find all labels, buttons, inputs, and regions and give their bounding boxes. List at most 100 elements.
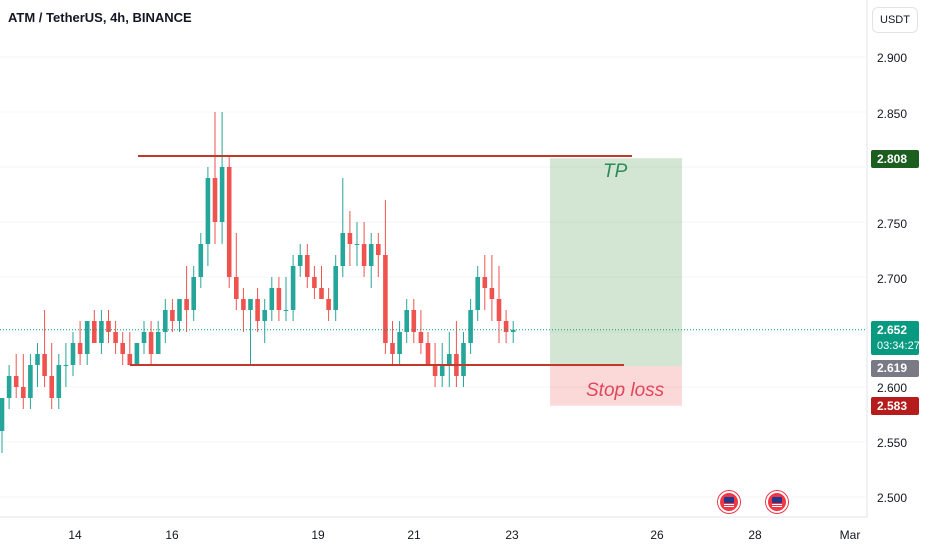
candle-body: [390, 343, 395, 354]
candle-body: [163, 310, 168, 332]
candle-body: [148, 332, 154, 354]
candle-body: [347, 233, 353, 244]
take-profit-zone: [550, 158, 682, 367]
candle-body: [368, 244, 374, 266]
chart-grid: [0, 0, 868, 518]
candle-body: [425, 343, 431, 365]
candle-body: [361, 244, 367, 266]
candle-body: [219, 167, 225, 222]
y-tick: 2.700: [877, 272, 908, 286]
x-tick: 19: [311, 528, 325, 542]
y-tick: 2.550: [877, 436, 908, 450]
y-tick: 2.600: [877, 381, 908, 395]
candle-body: [461, 343, 466, 376]
stop-price-badge: 2.583: [871, 397, 919, 415]
stop-loss-label: Stop loss: [586, 380, 665, 401]
x-tick: 14: [68, 528, 82, 542]
currency-button[interactable]: USDT: [872, 7, 918, 33]
level-lines: [0, 155, 867, 366]
entry-price-badge: 2.619: [871, 360, 919, 377]
candle-body: [70, 343, 76, 365]
candle-body: [489, 288, 495, 299]
candle-body: [297, 255, 303, 266]
candle-body: [35, 354, 40, 365]
candle-body: [383, 255, 388, 343]
candle-body: [248, 299, 253, 310]
candle-body: [226, 167, 232, 277]
candle-body: [28, 365, 33, 398]
candle-body: [120, 343, 125, 354]
candle-body: [404, 310, 409, 332]
symbol-title[interactable]: ATM / TetherUS, 4h, BINANCE: [8, 10, 192, 25]
y-tick: 2.500: [877, 491, 908, 505]
candle-body: [49, 376, 54, 398]
candle-body: [21, 387, 26, 398]
candle-body: [340, 233, 346, 266]
candle-body: [319, 288, 324, 299]
candle-body: [241, 299, 246, 310]
candle-body: [56, 365, 62, 398]
candle-body: [134, 343, 140, 365]
candle-body: [212, 178, 218, 222]
x-tick: 28: [748, 528, 762, 542]
candle-body: [262, 310, 267, 321]
candle-body: [468, 310, 473, 343]
candle-body: [63, 365, 69, 366]
candle-body: [205, 178, 211, 244]
candle-body: [155, 332, 161, 354]
candle-body: [482, 277, 488, 288]
candle-body: [255, 299, 260, 321]
candle-body: [113, 332, 118, 343]
candle-body: [312, 277, 317, 288]
x-tick: 26: [650, 528, 664, 542]
candle-body: [198, 244, 204, 277]
candle-body: [326, 299, 331, 310]
candle-body: [127, 354, 133, 365]
candle-body: [92, 321, 97, 343]
x-tick: Mar: [839, 528, 861, 542]
candle-body: [234, 277, 239, 299]
candle-body: [305, 255, 310, 277]
candle-body: [510, 329, 516, 332]
candle-body: [42, 354, 47, 376]
candle-body: [99, 321, 104, 343]
candle-body: [354, 244, 360, 245]
candle-body: [397, 332, 402, 354]
y-tick: 2.750: [877, 217, 908, 231]
candle-body: [447, 354, 452, 365]
candle-body: [0, 398, 5, 431]
candle-body: [106, 321, 111, 332]
y-tick: 2.900: [877, 51, 908, 65]
candle-body: [141, 332, 147, 343]
x-tick: 21: [407, 528, 421, 542]
x-tick: 16: [165, 528, 179, 542]
current-price-badge: 2.652 03:34:27: [871, 321, 920, 355]
candle-body: [496, 299, 502, 321]
take-profit-label: TP: [603, 161, 628, 182]
candle-body: [411, 310, 417, 332]
candle-body: [77, 343, 83, 354]
candle-body: [6, 376, 12, 398]
candle-body: [276, 288, 282, 310]
candle-body: [170, 310, 175, 321]
candle-body: [418, 332, 424, 343]
candle-body: [475, 277, 480, 310]
us-flag-icon[interactable]: [718, 491, 740, 513]
position-zones: [550, 158, 682, 406]
candle-body: [290, 266, 296, 310]
candle-body: [283, 310, 289, 311]
candle-body: [376, 244, 381, 255]
y-tick: 2.850: [877, 107, 908, 121]
stop-loss-zone: [550, 366, 682, 406]
x-tick: 23: [505, 528, 519, 542]
us-flag-icon[interactable]: [766, 491, 788, 513]
current-price-value: 2.652: [877, 323, 908, 337]
candlestick-series: [0, 112, 516, 453]
candle-body: [269, 288, 275, 310]
candle-body: [333, 266, 338, 310]
candle-body: [503, 321, 509, 332]
candle-countdown: 03:34:27: [877, 340, 920, 352]
candle-body: [177, 299, 182, 321]
candle-body: [432, 365, 438, 376]
